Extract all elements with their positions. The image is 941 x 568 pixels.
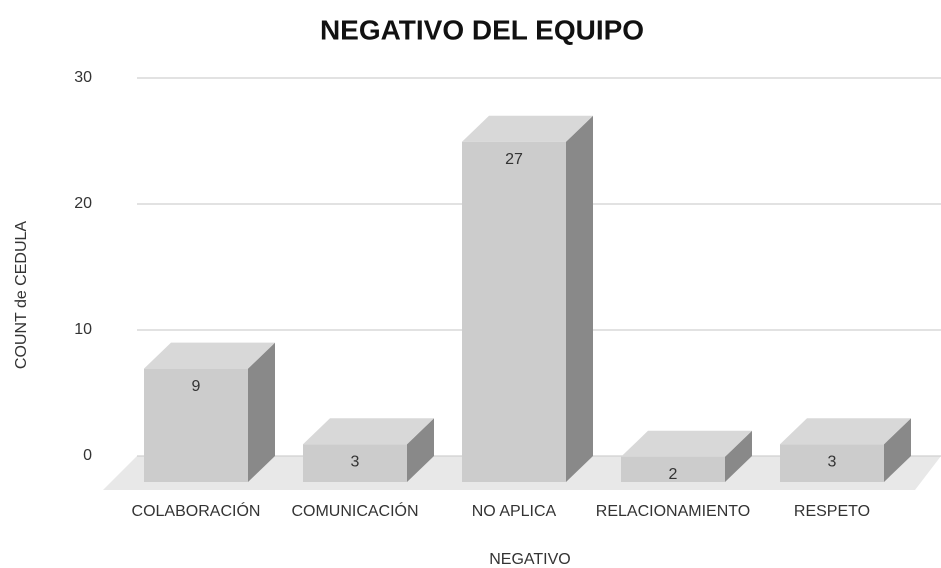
x-tick-label: RESPETO bbox=[794, 503, 870, 520]
bar-top bbox=[780, 418, 911, 445]
y-tick-label: 10 bbox=[74, 321, 92, 338]
bar-side bbox=[725, 430, 752, 482]
x-axis-label: NEGATIVO bbox=[489, 551, 571, 568]
bar-front bbox=[303, 444, 407, 482]
y-tick-label: 20 bbox=[74, 195, 92, 212]
bar-top bbox=[621, 430, 752, 457]
data-label: 3 bbox=[828, 453, 837, 470]
x-tick-label: RELACIONAMIENTO bbox=[596, 503, 750, 520]
bar-front bbox=[144, 368, 248, 482]
bar bbox=[144, 342, 275, 482]
bar bbox=[621, 430, 752, 482]
bar-side bbox=[248, 342, 275, 482]
bar bbox=[462, 115, 593, 483]
bar-front bbox=[462, 141, 566, 483]
bar-top bbox=[303, 418, 434, 445]
bar bbox=[780, 418, 911, 482]
bar-side bbox=[407, 418, 434, 482]
data-label: 27 bbox=[505, 151, 523, 168]
y-axis-label: COUNT de CEDULA bbox=[13, 221, 30, 370]
bar-side bbox=[884, 418, 911, 482]
bar-top bbox=[144, 342, 275, 369]
bar bbox=[303, 418, 434, 482]
bar-front bbox=[780, 444, 884, 482]
x-tick-label: COMUNICACIÓN bbox=[291, 501, 418, 520]
bar-front bbox=[621, 456, 725, 482]
y-tick-label: 30 bbox=[74, 69, 92, 86]
bar-top bbox=[462, 115, 593, 142]
x-tick-label: COLABORACIÓN bbox=[132, 501, 261, 520]
chart-title: NEGATIVO DEL EQUIPO bbox=[320, 14, 644, 45]
data-label: 3 bbox=[351, 453, 360, 470]
data-label: 9 bbox=[192, 378, 201, 395]
y-tick-label: 0 bbox=[83, 447, 92, 464]
x-tick-label: NO APLICA bbox=[472, 503, 557, 520]
bar-side bbox=[566, 115, 593, 483]
data-label: 2 bbox=[669, 466, 678, 483]
